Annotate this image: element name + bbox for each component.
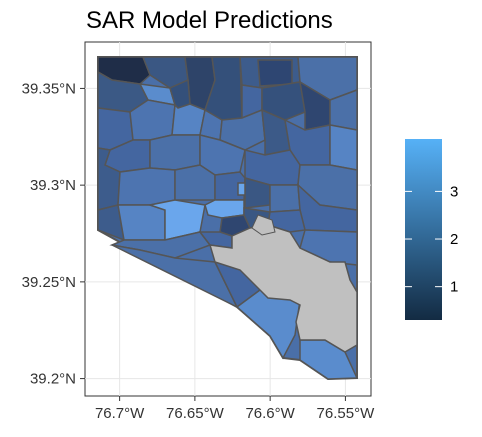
x-tick-label: 76.7°W bbox=[95, 405, 145, 422]
map-regions bbox=[97, 56, 359, 381]
color-legend: 1 2 3 bbox=[405, 139, 458, 320]
region bbox=[269, 184, 301, 213]
region bbox=[257, 59, 293, 87]
y-tick-label: 39.35°N bbox=[22, 80, 76, 97]
y-tick-label: 39.25°N bbox=[22, 274, 76, 291]
region bbox=[329, 124, 358, 171]
region bbox=[111, 244, 239, 309]
harbor-inlet bbox=[251, 214, 276, 236]
y-tick-label: 39.2°N bbox=[30, 371, 76, 388]
chart-title: SAR Model Predictions bbox=[86, 7, 333, 34]
legend-colorbar bbox=[405, 139, 442, 320]
x-tick-label: 76.6°W bbox=[245, 405, 295, 422]
legend-tick-label: 1 bbox=[450, 279, 458, 296]
legend-tick-label: 3 bbox=[450, 183, 458, 200]
x-tick-label: 76.65°W bbox=[166, 405, 225, 422]
region bbox=[174, 164, 216, 201]
x-axis: 76.7°W 76.65°W 76.6°W 76.55°W bbox=[95, 396, 375, 422]
region bbox=[117, 167, 176, 206]
y-axis: 39.2°N 39.25°N 39.3°N 39.35°N bbox=[22, 80, 85, 388]
legend-tick-label: 2 bbox=[450, 231, 458, 248]
x-tick-label: 76.55°W bbox=[317, 405, 376, 422]
region bbox=[149, 134, 201, 171]
y-tick-label: 39.3°N bbox=[30, 177, 76, 194]
legend-ticks: 1 2 3 bbox=[405, 183, 458, 296]
region bbox=[171, 103, 206, 136]
region bbox=[117, 204, 166, 241]
region bbox=[261, 81, 306, 121]
harbor-water bbox=[208, 224, 358, 353]
